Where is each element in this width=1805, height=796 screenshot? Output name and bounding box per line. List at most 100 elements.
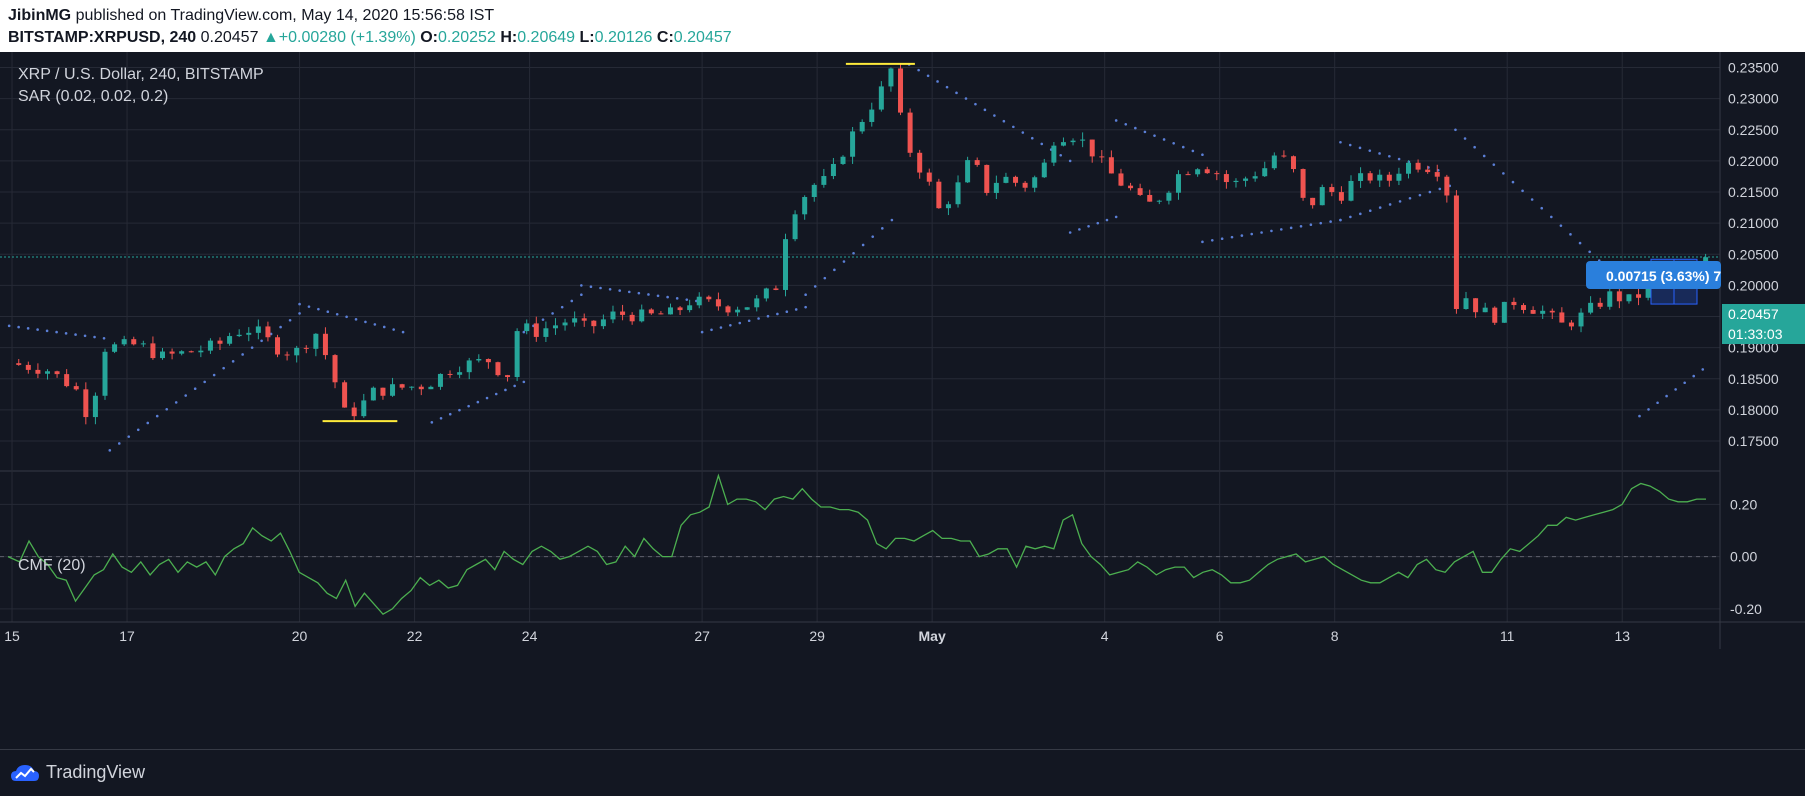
high-label: H: bbox=[500, 29, 518, 46]
sar-dot bbox=[1021, 131, 1025, 134]
candle-down bbox=[1137, 188, 1143, 195]
candle-up bbox=[457, 372, 463, 375]
candle-up bbox=[1233, 180, 1239, 183]
sar-dot bbox=[1114, 215, 1118, 219]
published-text: published on TradingView.com, May 14, 20… bbox=[75, 7, 495, 24]
candle-up bbox=[1262, 168, 1268, 177]
sar-dot bbox=[1339, 218, 1342, 222]
sar-dot bbox=[117, 442, 121, 445]
sar-dot bbox=[1279, 228, 1283, 231]
sar-dot bbox=[1638, 414, 1641, 418]
cmf-legend[interactable]: CMF (20) bbox=[18, 557, 86, 574]
sar-dot bbox=[184, 394, 187, 397]
sar-dot bbox=[74, 333, 77, 336]
candle-down bbox=[83, 389, 89, 418]
candle-down bbox=[974, 160, 980, 165]
sar-dot bbox=[298, 302, 301, 306]
sar-dot bbox=[1270, 229, 1273, 233]
time-axis[interactable]: 15 17 20 22 24 27 29 May 4 6 8 11 13 bbox=[0, 621, 1805, 644]
sar-dot bbox=[102, 336, 106, 340]
cmf-tick-label: -0.20 bbox=[1730, 601, 1762, 617]
candle-up bbox=[783, 239, 789, 290]
candle-down bbox=[351, 407, 357, 417]
symbol-quote-line: BITSTAMP:XRPUSD, 240 0.20457 ▲+0.00280 (… bbox=[8, 29, 732, 47]
candle-up bbox=[993, 182, 999, 193]
sar-dot bbox=[1134, 126, 1137, 130]
sar-dot bbox=[1578, 241, 1582, 245]
candle-down bbox=[706, 296, 712, 300]
sar-dot bbox=[212, 373, 216, 377]
sar-dot bbox=[36, 328, 39, 331]
candle-up bbox=[207, 340, 213, 351]
candle-up bbox=[1080, 139, 1086, 141]
candle-up bbox=[437, 373, 443, 387]
candle-up bbox=[687, 305, 693, 311]
sar-dot bbox=[608, 287, 612, 291]
candle-up bbox=[514, 331, 520, 378]
candle-down bbox=[418, 386, 424, 390]
sar-dot bbox=[298, 312, 301, 315]
sar-dot bbox=[345, 315, 348, 319]
candle-up bbox=[1003, 176, 1009, 183]
drawings[interactable] bbox=[322, 62, 1698, 423]
price-axis[interactable]: 0.175000.180000.185000.190000.195000.200… bbox=[1719, 52, 1805, 649]
sar-dot bbox=[627, 290, 631, 294]
sar-dot bbox=[541, 318, 545, 321]
sar-dot bbox=[1569, 233, 1572, 236]
sar-dot bbox=[392, 328, 395, 331]
sar-dot bbox=[1418, 193, 1422, 197]
sar-dot bbox=[522, 380, 526, 384]
sar-dot bbox=[823, 276, 827, 280]
sar-dot bbox=[974, 102, 977, 106]
candle-up bbox=[744, 307, 750, 310]
sar-dot bbox=[458, 408, 461, 412]
candle-down bbox=[1338, 192, 1344, 201]
candle-up bbox=[1156, 200, 1162, 202]
author-name[interactable]: JibinMG bbox=[8, 7, 72, 24]
candle-up bbox=[112, 344, 118, 352]
candle-down bbox=[1290, 156, 1296, 170]
sar-dot bbox=[719, 326, 723, 329]
sar-dot bbox=[1059, 153, 1062, 157]
publish-line: JibinMG published on TradingView.com, Ma… bbox=[8, 7, 494, 25]
candle-down bbox=[64, 374, 70, 387]
time-tick-label: 20 bbox=[292, 628, 308, 644]
candle-down bbox=[332, 355, 338, 383]
candle-down bbox=[1530, 309, 1536, 314]
sar-dot bbox=[685, 298, 689, 301]
high-value: 0.20649 bbox=[517, 29, 576, 46]
candle-down bbox=[35, 369, 41, 374]
sar-dot bbox=[448, 412, 452, 416]
countdown-badge-bg bbox=[1722, 324, 1805, 344]
tradingview-logo[interactable]: TradingView bbox=[10, 762, 145, 783]
sar-dot bbox=[1550, 215, 1553, 219]
candle-up bbox=[1607, 291, 1613, 307]
candle-down bbox=[715, 299, 721, 307]
sar-dot bbox=[430, 421, 434, 424]
sar-dot bbox=[476, 400, 480, 404]
series-legend[interactable]: XRP / U.S. Dollar, 240, BITSTAMP bbox=[18, 66, 264, 83]
time-tick-label: 27 bbox=[694, 628, 710, 644]
chart-canvas[interactable]: 0.175000.180000.185000.190000.195000.200… bbox=[0, 52, 1805, 749]
footer: TradingView bbox=[0, 749, 1805, 796]
price-tick-label: 0.18500 bbox=[1728, 371, 1779, 387]
sar-dot bbox=[1230, 235, 1234, 239]
candle-down bbox=[984, 164, 990, 193]
sar-dot bbox=[1665, 394, 1668, 398]
chart-area[interactable]: 0.175000.180000.185000.190000.195000.200… bbox=[0, 52, 1805, 749]
price-tick-label: 0.22000 bbox=[1728, 153, 1779, 169]
sar-dot bbox=[146, 421, 150, 425]
sar-dot bbox=[1521, 189, 1524, 193]
sar-dot bbox=[127, 435, 131, 438]
publish-header: JibinMG published on TradingView.com, Ma… bbox=[0, 0, 1805, 52]
candle-up bbox=[792, 214, 798, 240]
sar-dot bbox=[1388, 154, 1391, 158]
sar-dot bbox=[288, 318, 292, 322]
time-tick-label: 6 bbox=[1216, 628, 1224, 644]
candle-up bbox=[428, 386, 434, 390]
candle-down bbox=[1022, 182, 1028, 188]
sar-legend[interactable]: SAR (0.02, 0.02, 0.2) bbox=[18, 88, 169, 105]
sar-dot bbox=[93, 335, 96, 339]
sar-dot bbox=[222, 366, 225, 370]
time-tick-label: 24 bbox=[522, 628, 538, 644]
